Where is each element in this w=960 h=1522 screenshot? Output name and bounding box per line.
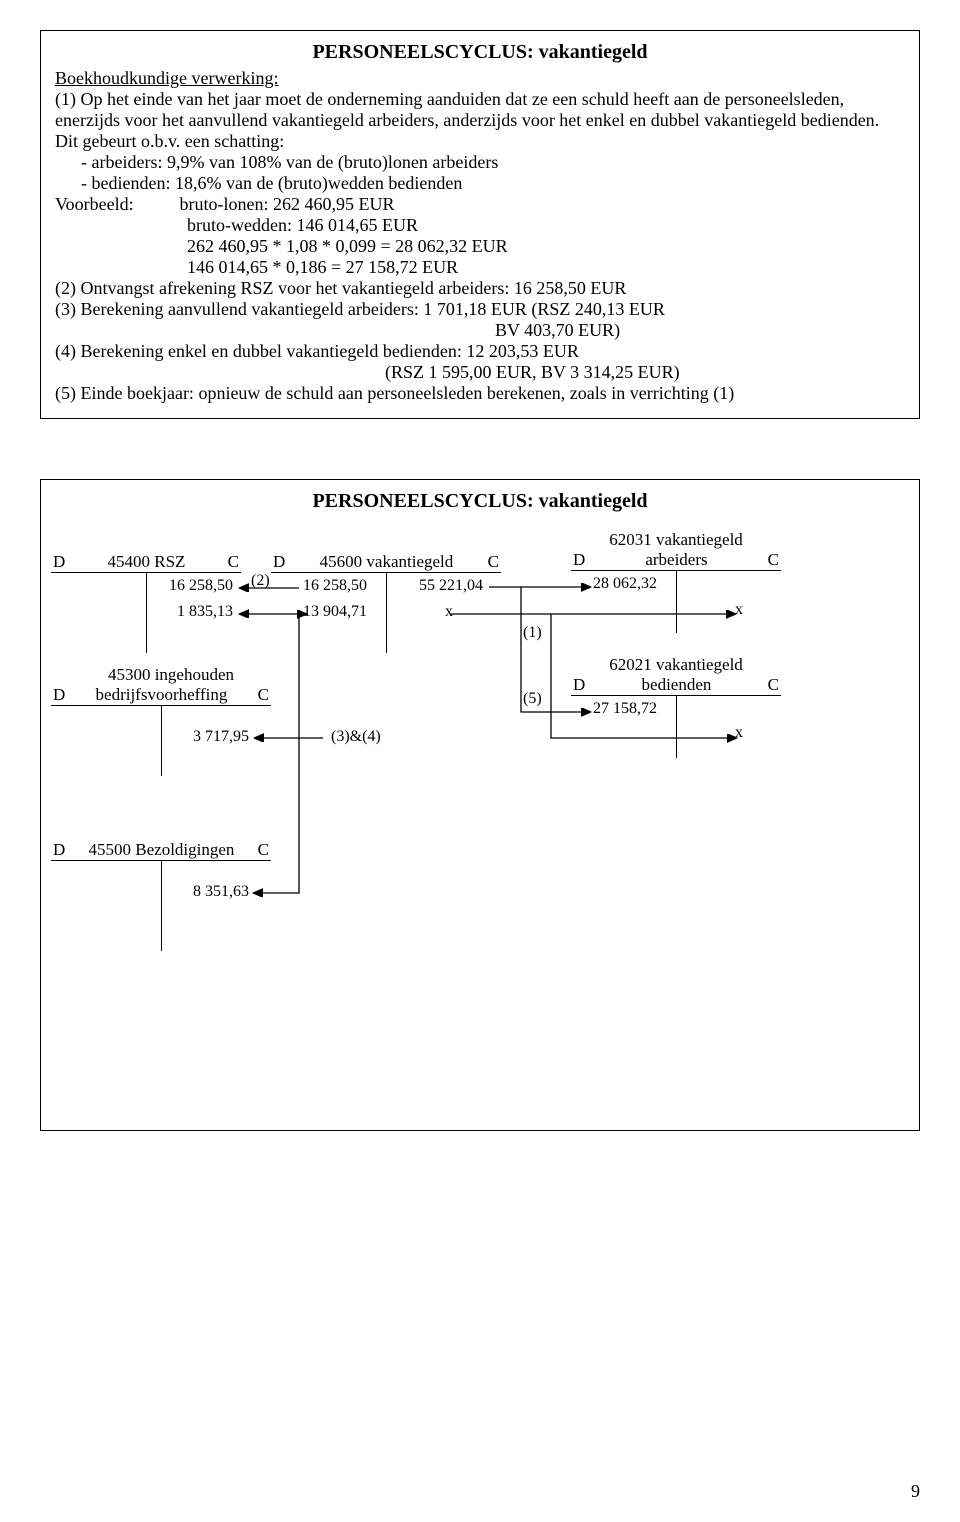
box1-p4: (4) Berekening enkel en dubbel vakantieg… (55, 341, 905, 362)
box1-p5: (5) Einde boekjaar: opnieuw de schuld aa… (55, 383, 905, 404)
diagram-box: PERSONEELSCYCLUS: vakantiegeld D 45400 R… (40, 479, 920, 1131)
box1-bullet1: - arbeiders: 9,9% van 108% van de (bruto… (55, 152, 905, 173)
box1-example-line1: Voorbeeld: bruto-lonen: 262 460,95 EUR (55, 194, 905, 215)
box1-bullet2: - bedienden: 18,6% van de (bruto)wedden … (55, 173, 905, 194)
box1-title: PERSONEELSCYCLUS: vakantiegeld (55, 41, 905, 64)
box1-p2: (2) Ontvangst afrekening RSZ voor het va… (55, 278, 905, 299)
box1-p4b: (RSZ 1 595,00 EUR, BV 3 314,25 EUR) (55, 362, 905, 383)
ex3: 262 460,95 * 1,08 * 0,099 = 28 062,32 EU… (55, 236, 905, 257)
example-label: Voorbeeld: (55, 194, 175, 215)
box1-p3b: BV 403,70 EUR) (55, 320, 905, 341)
arrows-svg (41, 480, 861, 1000)
box1-heading: Boekhoudkundige verwerking: (55, 68, 905, 89)
ex4: 146 014,65 * 0,186 = 27 158,72 EUR (55, 257, 905, 278)
ex2: bruto-wedden: 146 014,65 EUR (55, 215, 905, 236)
page-number: 9 (911, 1481, 920, 1502)
text-box-1: PERSONEELSCYCLUS: vakantiegeld Boekhoudk… (40, 30, 920, 419)
box1-p1: (1) Op het einde van het jaar moet de on… (55, 89, 905, 152)
ex1: bruto-lonen: 262 460,95 EUR (180, 194, 395, 214)
box1-p3: (3) Berekening aanvullend vakantiegeld a… (55, 299, 905, 320)
